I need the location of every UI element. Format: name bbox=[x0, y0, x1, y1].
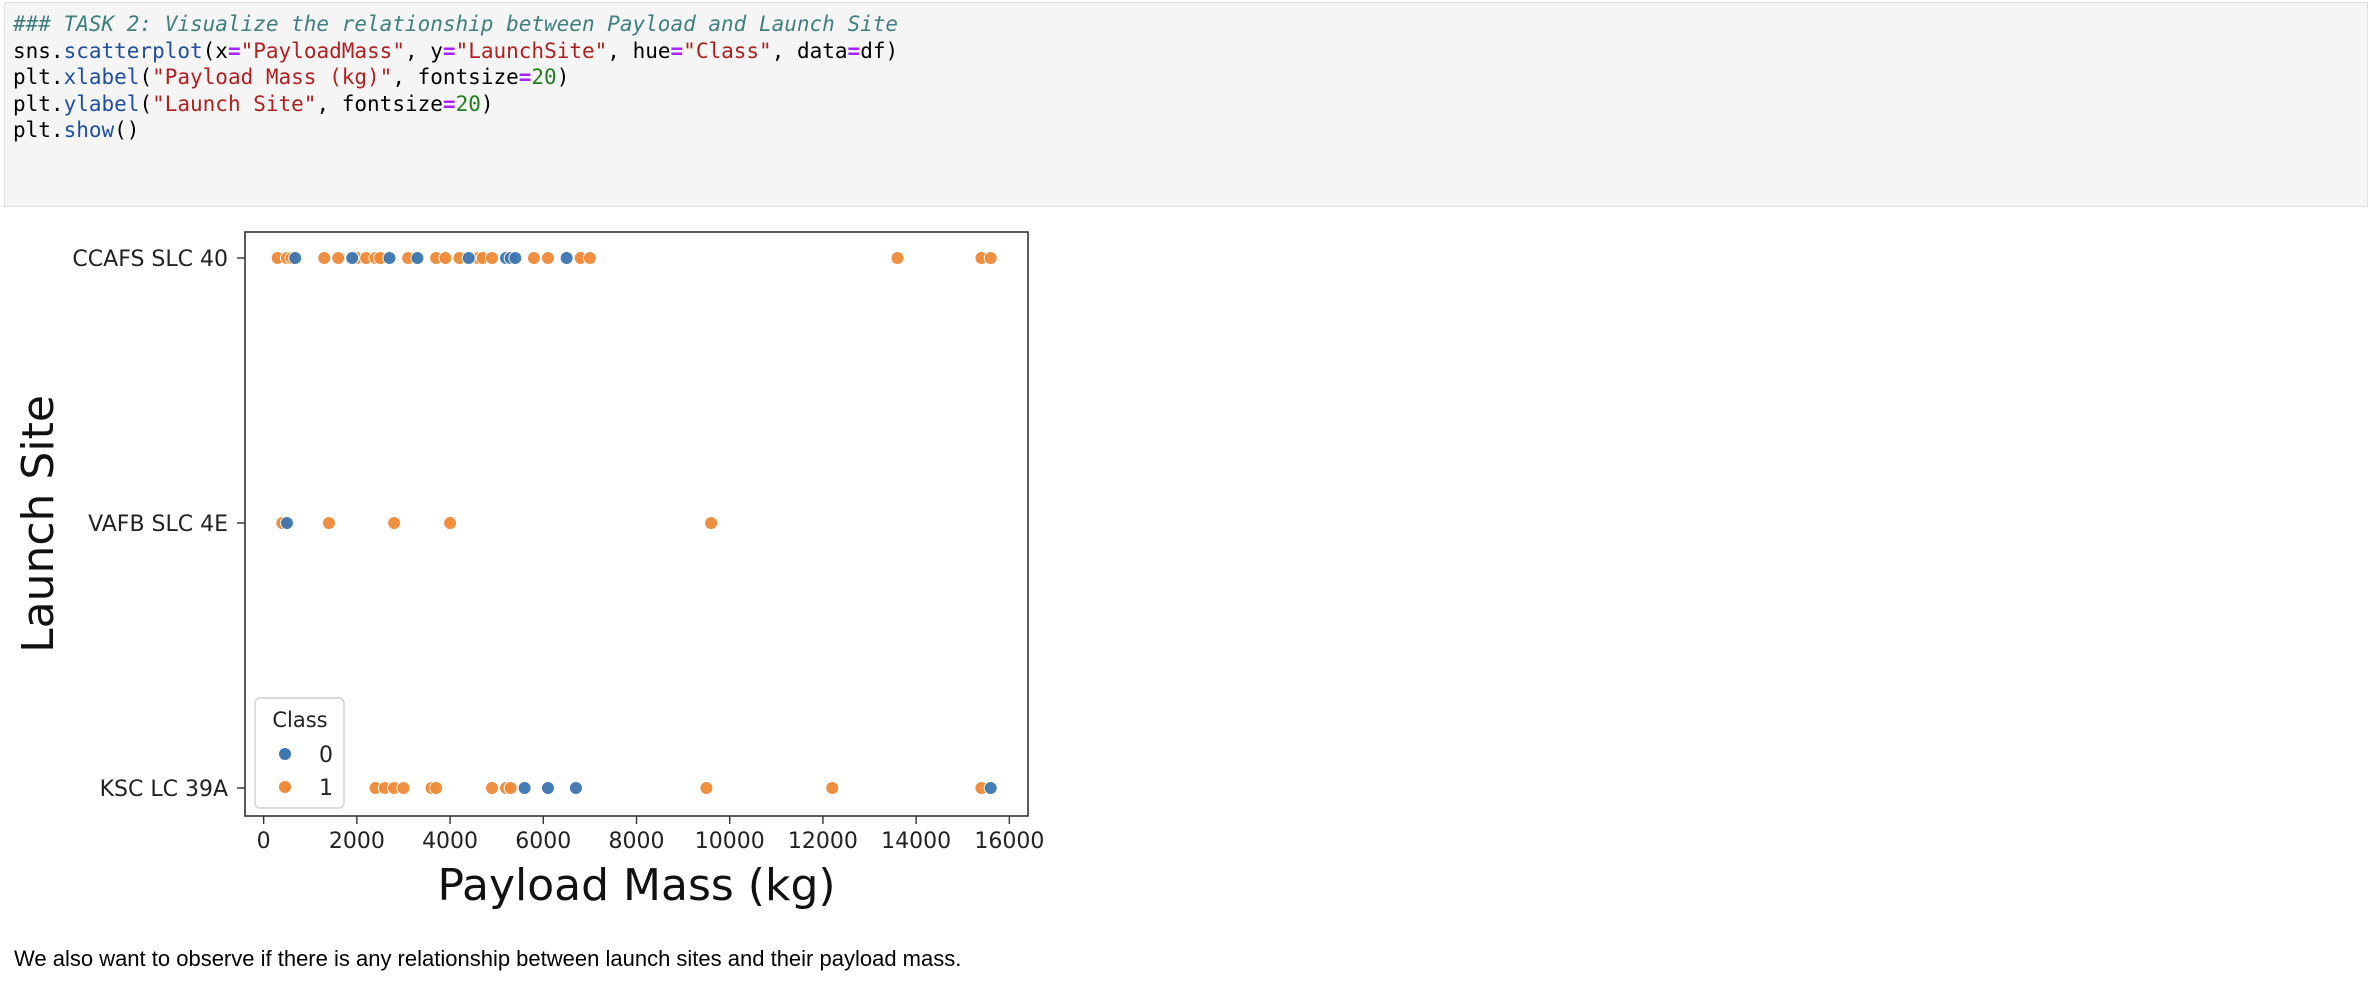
data-point bbox=[387, 516, 402, 530]
legend-title: Class bbox=[272, 708, 327, 732]
data-point bbox=[825, 781, 840, 795]
x-tick-label: 2000 bbox=[329, 829, 385, 854]
legend-label: 0 bbox=[319, 743, 333, 768]
code-token: (x bbox=[202, 38, 228, 63]
code-token: "LaunchSite" bbox=[455, 38, 608, 63]
x-tick-label: 8000 bbox=[609, 829, 665, 854]
data-point bbox=[485, 251, 500, 265]
data-point bbox=[438, 251, 453, 265]
data-point bbox=[345, 251, 360, 265]
data-point bbox=[568, 781, 583, 795]
x-tick-label: 6000 bbox=[515, 829, 571, 854]
code-token: ) bbox=[480, 91, 494, 116]
x-tick-label: 14000 bbox=[881, 829, 951, 854]
data-point bbox=[331, 251, 346, 265]
data-point bbox=[699, 781, 714, 795]
code-token: = bbox=[847, 38, 861, 63]
y-tick-label: VAFB SLC 4E bbox=[88, 512, 228, 537]
data-point bbox=[540, 251, 555, 265]
data-point bbox=[485, 781, 500, 795]
code-token: , hue bbox=[607, 38, 671, 63]
data-point bbox=[559, 251, 574, 265]
code-token: xlabel bbox=[63, 65, 140, 89]
x-tick-label: 12000 bbox=[788, 829, 858, 854]
code-line: ### TASK 2: Visualize the relationship b… bbox=[13, 11, 898, 38]
code-token: show bbox=[63, 118, 115, 142]
code-token: "Launch Site" bbox=[152, 91, 317, 116]
y-tick-label: CCAFS SLC 40 bbox=[72, 247, 228, 272]
data-point bbox=[503, 781, 518, 795]
code-token: "PayloadMass" bbox=[240, 38, 405, 63]
code-token: 20 bbox=[531, 65, 557, 89]
code-token: () bbox=[114, 118, 140, 142]
data-point bbox=[288, 251, 303, 265]
code-line: plt.xlabel("Payload Mass (kg)", fontsize… bbox=[13, 64, 898, 91]
output-area: 0 2000 4000 6000 8000 10000 12000 14000 16000 CCA… bbox=[0, 208, 1100, 928]
data-point bbox=[890, 251, 905, 265]
data-point bbox=[279, 516, 294, 530]
x-axis-label: Payload Mass (kg) bbox=[437, 860, 835, 911]
scatter-chart: 0 2000 4000 6000 8000 10000 12000 14000 16000 CCA… bbox=[13, 231, 1044, 911]
code-token: , y bbox=[404, 38, 443, 63]
code-token: = bbox=[442, 38, 456, 63]
code-token: = bbox=[227, 38, 241, 63]
code-line: plt.show() bbox=[13, 117, 898, 144]
code-token: , data bbox=[771, 38, 848, 63]
data-point bbox=[443, 516, 458, 530]
data-point bbox=[410, 251, 425, 265]
code-token: df) bbox=[860, 38, 899, 63]
markdown-text: We also want to observe if there is any … bbox=[14, 946, 962, 971]
data-point bbox=[526, 251, 541, 265]
code-token: plt. bbox=[13, 118, 64, 142]
data-point bbox=[540, 781, 555, 795]
code-token: scatterplot bbox=[63, 38, 203, 63]
data-point bbox=[508, 251, 523, 265]
code-token: sns. bbox=[13, 38, 64, 63]
code-token: = bbox=[442, 91, 456, 116]
data-point bbox=[382, 251, 397, 265]
code-token: 20 bbox=[455, 91, 481, 116]
code-token: "Payload Mass (kg)" bbox=[152, 65, 393, 89]
code-editor[interactable]: ### TASK 2: Visualize the relationship b… bbox=[13, 11, 898, 144]
code-token: ( bbox=[139, 91, 153, 116]
code-token: = bbox=[670, 38, 684, 63]
code-token: plt. bbox=[13, 65, 64, 89]
data-point bbox=[317, 251, 332, 265]
code-token: ### TASK 2: Visualize the relationship b… bbox=[13, 12, 899, 36]
code-token: "Class" bbox=[683, 38, 772, 63]
x-tick-label: 4000 bbox=[422, 829, 478, 854]
data-point bbox=[517, 781, 532, 795]
data-point bbox=[321, 516, 336, 530]
y-tick-label: KSC LC 39A bbox=[100, 777, 228, 802]
data-point bbox=[983, 251, 998, 265]
code-token: = bbox=[518, 65, 532, 89]
code-token: ) bbox=[556, 65, 570, 89]
data-point bbox=[983, 781, 998, 795]
code-token: plt. bbox=[13, 91, 64, 116]
data-point bbox=[582, 251, 597, 265]
data-point bbox=[461, 251, 476, 265]
data-point bbox=[429, 781, 444, 795]
y-axis-label: Launch Site bbox=[13, 395, 64, 653]
code-token: ( bbox=[139, 65, 153, 89]
x-tick-label: 0 bbox=[257, 829, 271, 854]
legend-marker bbox=[278, 780, 292, 794]
legend-box bbox=[254, 697, 345, 809]
code-token: , fontsize bbox=[392, 65, 519, 89]
legend-label: 1 bbox=[319, 776, 333, 801]
x-tick-label: 16000 bbox=[974, 829, 1044, 854]
data-point bbox=[396, 781, 411, 795]
code-cell[interactable]: ### TASK 2: Visualize the relationship b… bbox=[4, 2, 2368, 207]
code-line: sns.scatterplot(x="PayloadMass", y="Laun… bbox=[13, 38, 898, 65]
code-line: plt.ylabel("Launch Site", fontsize=20) bbox=[13, 91, 898, 118]
plot-frame bbox=[244, 231, 1029, 817]
legend-marker bbox=[278, 747, 292, 761]
code-token: ylabel bbox=[63, 91, 140, 116]
x-tick-label: 10000 bbox=[695, 829, 765, 854]
code-token: , fontsize bbox=[316, 91, 443, 116]
data-point bbox=[704, 516, 719, 530]
